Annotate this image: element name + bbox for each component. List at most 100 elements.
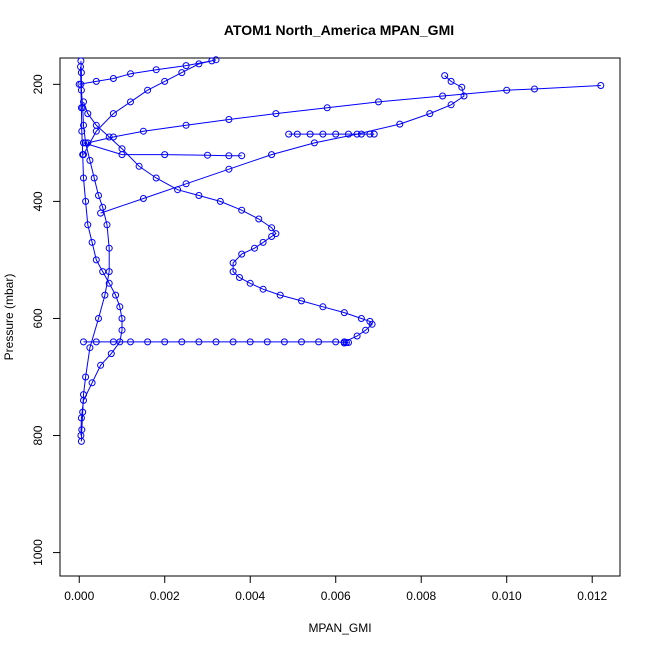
data-point <box>182 62 190 70</box>
series-9 <box>75 57 216 88</box>
data-point <box>99 268 107 276</box>
data-point <box>370 130 378 138</box>
series-7 <box>84 82 605 147</box>
data-point <box>101 291 109 299</box>
data-point <box>118 151 126 159</box>
data-point <box>80 98 87 106</box>
data-point <box>315 338 323 346</box>
series-4 <box>80 56 220 159</box>
x-tick-label: 0.008 <box>406 589 436 603</box>
x-tick-label: 0.000 <box>64 589 94 603</box>
data-point <box>285 130 293 138</box>
data-point <box>109 110 117 118</box>
series-0 <box>77 57 113 445</box>
data-point <box>88 238 96 246</box>
series-line <box>79 60 212 85</box>
data-point <box>109 75 117 82</box>
data-point <box>238 206 246 214</box>
data-point <box>105 279 113 287</box>
data-point <box>225 165 233 173</box>
data-point <box>298 338 305 346</box>
data-point <box>366 317 374 325</box>
data-point <box>103 221 111 229</box>
y-tick-label: 200 <box>31 74 45 94</box>
data-point <box>86 156 94 164</box>
data-point <box>88 379 96 387</box>
data-point <box>82 373 90 381</box>
data-point <box>216 197 224 205</box>
data-point <box>255 215 263 223</box>
series-2 <box>80 338 352 347</box>
data-point <box>109 133 117 141</box>
data-point <box>229 259 237 267</box>
data-point <box>182 180 190 188</box>
plot-frame <box>59 57 621 577</box>
data-point <box>272 110 280 118</box>
data-point <box>396 120 404 128</box>
data-point <box>161 338 169 346</box>
data-point <box>178 338 186 346</box>
data-point <box>246 279 254 287</box>
series-line <box>80 66 123 436</box>
data-point <box>280 338 288 346</box>
data-point <box>204 151 211 159</box>
data-point <box>263 338 271 346</box>
data-point <box>238 152 246 160</box>
data-point <box>116 303 124 311</box>
data-point <box>118 326 126 334</box>
data-point <box>99 203 107 211</box>
data-point <box>238 250 246 258</box>
y-axis: 200 400 600 800 1000 <box>31 74 60 566</box>
data-point <box>178 69 186 77</box>
data-point <box>144 338 152 346</box>
data-point <box>298 297 305 305</box>
data-point <box>77 432 85 439</box>
data-point <box>80 174 87 182</box>
data-point <box>75 80 83 88</box>
data-point <box>107 350 115 358</box>
data-point <box>531 85 538 93</box>
data-point <box>441 72 449 80</box>
data-point <box>82 197 90 205</box>
x-tick-label: 0.006 <box>321 589 351 603</box>
data-point <box>127 70 134 78</box>
data-point <box>182 121 190 129</box>
data-point <box>272 230 280 238</box>
data-point <box>332 338 340 346</box>
chart-title: ATOM1 North_America MPAN_GMI <box>224 22 454 38</box>
data-point <box>212 338 220 346</box>
x-tick-label: 0.010 <box>492 589 522 603</box>
data-point <box>251 244 258 252</box>
data-point <box>80 396 87 404</box>
data-point <box>426 110 434 118</box>
series-line <box>83 341 349 344</box>
data-point <box>460 92 468 100</box>
series-5 <box>97 72 468 217</box>
data-point <box>332 130 340 138</box>
data-point <box>225 152 233 160</box>
data-point <box>319 130 327 138</box>
data-point <box>246 338 254 346</box>
series-line <box>83 59 217 155</box>
data-point <box>152 174 160 182</box>
data-point <box>95 315 102 322</box>
data-point <box>503 86 511 94</box>
data-point <box>293 130 301 138</box>
x-tick-label: 0.012 <box>577 589 607 603</box>
data-point <box>268 224 276 232</box>
data-point <box>319 303 327 311</box>
data-point <box>112 291 120 299</box>
x-tick-label: 0.004 <box>235 589 265 603</box>
data-point <box>92 127 100 135</box>
data-point <box>268 151 276 159</box>
data-point <box>77 104 85 112</box>
series-3 <box>80 98 376 346</box>
data-point <box>353 332 361 340</box>
data-point <box>357 130 365 138</box>
data-point <box>139 195 147 202</box>
data-point <box>84 110 92 118</box>
data-point <box>92 77 100 85</box>
data-point <box>597 82 605 89</box>
series-line <box>80 60 110 442</box>
